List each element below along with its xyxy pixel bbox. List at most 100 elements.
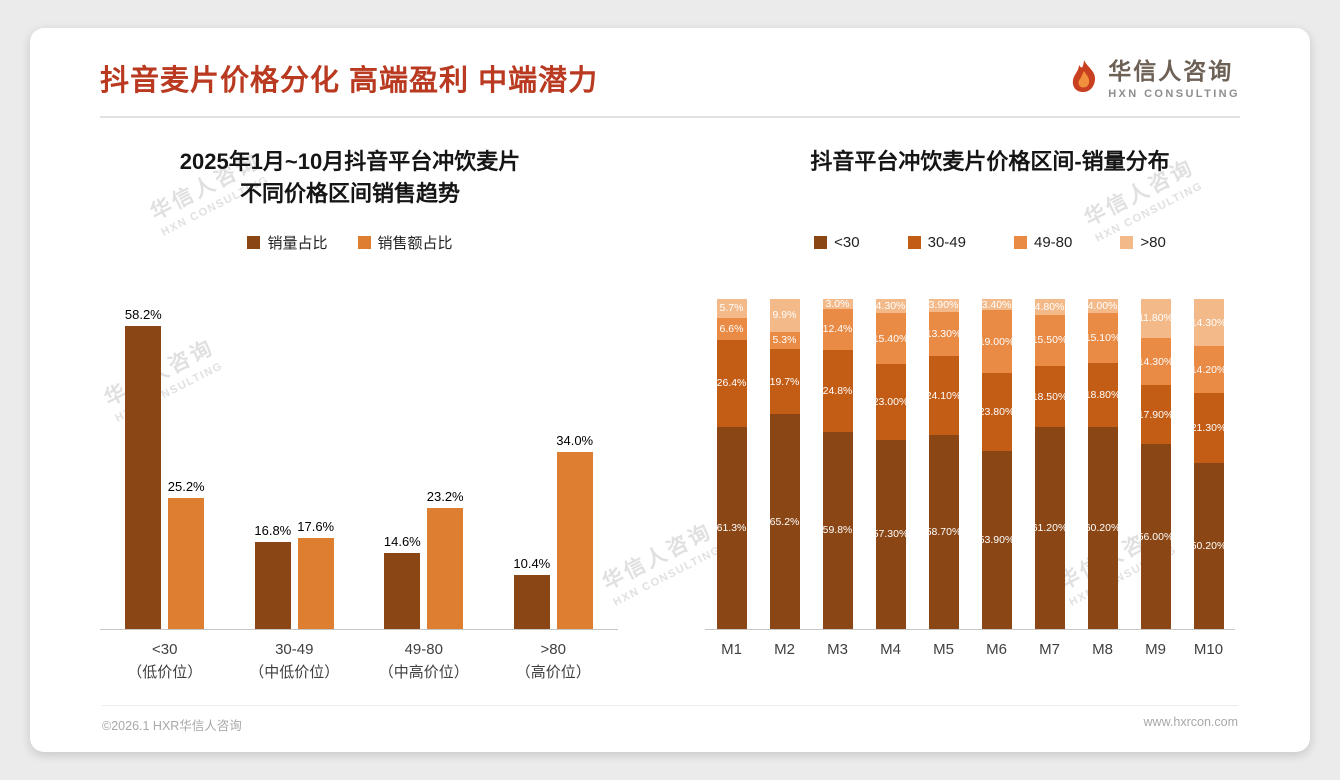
segment-value-label: 23.80% bbox=[978, 406, 1015, 419]
segment-value-label: 56.00% bbox=[1137, 530, 1174, 543]
right-category-axis: M1 M2 M3 M4 M5 M6 M7 M8 M9 M10 bbox=[705, 630, 1235, 662]
stack-segment: 19.7% bbox=[769, 349, 800, 415]
bar-with-label: 17.6% bbox=[297, 518, 335, 629]
category-range: <30 bbox=[152, 641, 178, 658]
stack-segment: 61.20% bbox=[1031, 427, 1068, 629]
segment-value-label: 57.30% bbox=[872, 528, 909, 541]
bar-value-label: 58.2% bbox=[124, 307, 162, 323]
stacked-column: 3.0% 12.4% 24.8% 59.8% bbox=[811, 298, 864, 629]
stacked-column: 4.30% 15.40% 23.00% 57.30% bbox=[864, 298, 917, 629]
category-tier: （高价位） bbox=[515, 663, 591, 681]
month-label: M1 bbox=[721, 641, 742, 658]
grouped-bar-chart: 2025年1月~10月抖音平台冲饮麦片 不同价格区间销售趋势 销量占比 销售额占比… bbox=[30, 120, 670, 684]
stack-segment: 26.4% bbox=[716, 339, 747, 427]
month-label: M4 bbox=[880, 641, 901, 658]
category-label: 30-49 （中低价位） bbox=[230, 639, 360, 684]
bar-value-label: 25.2% bbox=[167, 479, 205, 494]
category-label: >80 （高价位） bbox=[489, 639, 619, 684]
left-chart-title: 2025年1月~10月抖音平台冲饮麦片 不同价格区间销售趋势 bbox=[30, 146, 670, 232]
segment-value-label: 3.90% bbox=[928, 299, 959, 312]
stacked-column: 9.9% 5.3% 19.7% 65.2% bbox=[758, 298, 811, 629]
segment-value-label: 13.30% bbox=[925, 327, 962, 340]
segment-value-label: 3.40% bbox=[981, 298, 1012, 311]
legend-swatch bbox=[1120, 235, 1134, 249]
segment-value-label: 14.30% bbox=[1137, 355, 1174, 368]
stacked-bar: 4.30% 15.40% 23.00% 57.30% bbox=[872, 299, 909, 629]
segment-value-label: 61.20% bbox=[1031, 522, 1068, 534]
bar-value-label: 34.0% bbox=[556, 433, 594, 449]
legend-item: 销售额占比 bbox=[357, 232, 453, 253]
category-tier: （中低价位） bbox=[249, 663, 340, 681]
stacked-bar: 11.80% 14.30% 17.90% 56.00% bbox=[1137, 299, 1174, 629]
legend-label: 30-49 bbox=[927, 233, 966, 251]
bar-value-label: 17.6% bbox=[297, 518, 335, 534]
stack-segment: 5.3% bbox=[769, 331, 800, 350]
left-category-axis: <30 （低价位） 30-49 （中低价位） 49-80 （中高价位） >80 （高价位） bbox=[100, 630, 618, 684]
stack-segment: 61.3% bbox=[716, 426, 747, 629]
segment-value-label: 4.80% bbox=[1034, 301, 1065, 313]
bar bbox=[513, 574, 550, 629]
bar-group: 14.6% 23.2% bbox=[359, 489, 489, 629]
stacked-column: 11.80% 14.30% 17.90% 56.00% bbox=[1129, 298, 1182, 629]
stacked-column: 4.80% 15.50% 18.50% 61.20% bbox=[1023, 298, 1076, 629]
segment-value-label: 26.4% bbox=[716, 377, 747, 390]
segment-value-label: 53.90% bbox=[978, 534, 1015, 547]
bar bbox=[254, 541, 291, 629]
stack-segment: 56.00% bbox=[1137, 444, 1174, 629]
stack-segment: 14.30% bbox=[1137, 337, 1174, 386]
bar bbox=[297, 537, 334, 629]
segment-value-label: 17.90% bbox=[1137, 408, 1174, 421]
month-label: M10 bbox=[1193, 641, 1224, 658]
legend-label: >80 bbox=[1140, 233, 1166, 251]
left-chart-title-line2: 不同价格区间销售趋势 bbox=[239, 181, 460, 206]
bar-value-label: 14.6% bbox=[383, 534, 421, 550]
stack-segment: 65.2% bbox=[769, 414, 800, 629]
segment-value-label: 14.20% bbox=[1190, 363, 1227, 376]
charts-area: 2025年1月~10月抖音平台冲饮麦片 不同价格区间销售趋势 销量占比 销售额占比… bbox=[30, 120, 1310, 684]
stack-segment: 15.10% bbox=[1085, 312, 1120, 364]
stack-segment: 4.30% bbox=[875, 299, 906, 314]
website-url: www.hxrcon.com bbox=[1143, 715, 1238, 729]
legend-swatch bbox=[814, 235, 828, 249]
month-label: M2 bbox=[774, 641, 795, 658]
stack-segment: 24.8% bbox=[822, 349, 853, 432]
segment-value-label: 4.30% bbox=[875, 300, 906, 313]
stack-segment: 4.00% bbox=[1087, 299, 1118, 313]
segment-value-label: 15.40% bbox=[872, 332, 909, 345]
stack-segment: 6.6% bbox=[716, 317, 747, 340]
segment-value-label: 59.8% bbox=[822, 524, 853, 537]
category-tier: （中高价位） bbox=[378, 663, 469, 681]
category-label: <30 （低价位） bbox=[100, 639, 230, 684]
stack-segment: 18.80% bbox=[1084, 363, 1121, 427]
stacked-column: 3.90% 13.30% 24.10% 58.70% bbox=[917, 298, 970, 629]
right-chart-title: 抖音平台冲饮麦片价格区间-销量分布 bbox=[810, 149, 1170, 174]
segment-value-label: 18.50% bbox=[1031, 390, 1068, 403]
bar-with-label: 10.4% bbox=[513, 556, 550, 629]
bar-with-label: 58.2% bbox=[125, 307, 162, 629]
segment-value-label: 18.80% bbox=[1084, 388, 1121, 401]
stacked-column: 5.7% 6.6% 26.4% 61.3% bbox=[705, 298, 758, 629]
segment-value-label: 9.9% bbox=[772, 309, 797, 322]
segment-value-label: 12.4% bbox=[822, 323, 853, 336]
bar-value-label: 10.4% bbox=[513, 555, 551, 571]
stack-segment: 23.80% bbox=[978, 372, 1015, 452]
right-plot-area: 5.7% 6.6% 26.4% 61.3% 9.9% 5.3% 19.7% 65.2% 3.0%… bbox=[705, 298, 1235, 630]
left-plot-area: 58.2% 25.2% 16.8% 17.6% 14.6% 23.2% 10.4% 34.0% bbox=[100, 298, 618, 630]
stack-segment: 59.8% bbox=[822, 431, 853, 629]
legend-item: 30-49 bbox=[907, 233, 966, 251]
bar-value-label: 16.8% bbox=[254, 522, 292, 538]
segment-value-label: 6.6% bbox=[719, 322, 744, 335]
stack-segment: 17.90% bbox=[1137, 385, 1174, 445]
month-label: M9 bbox=[1145, 641, 1166, 658]
segment-value-label: 5.3% bbox=[772, 334, 797, 347]
stack-segment: 4.80% bbox=[1034, 299, 1065, 315]
right-chart-legend: <30 30-49 49-80 >80 bbox=[670, 232, 1310, 252]
stack-segment: 57.30% bbox=[872, 439, 909, 629]
bar-with-label: 25.2% bbox=[168, 479, 205, 629]
legend-label: 销量占比 bbox=[267, 234, 328, 252]
slide-footer: ©2026.1 HXR华信人咨询 www.hxrcon.com bbox=[102, 705, 1238, 734]
stack-segment: 13.30% bbox=[925, 311, 962, 356]
stacked-column: 3.40% 19.00% 23.80% 53.90% bbox=[970, 298, 1023, 629]
legend-label: 49-80 bbox=[1034, 233, 1073, 251]
brand-logo: 华信人咨询 HXN CONSULTING bbox=[1069, 44, 1240, 100]
